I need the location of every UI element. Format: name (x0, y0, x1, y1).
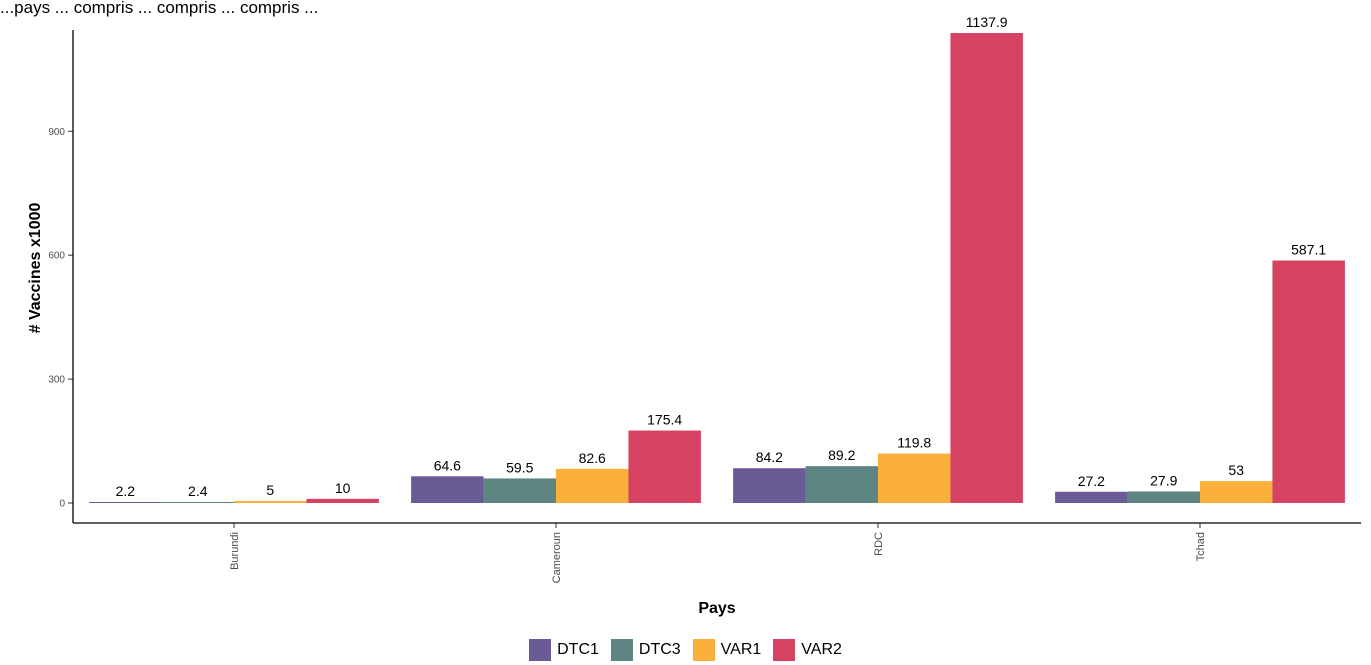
legend-label: VAR1 (720, 641, 762, 658)
data-label: 27.9 (1150, 472, 1177, 488)
x-category-label: RDC (873, 532, 885, 556)
data-label: 10 (335, 480, 351, 496)
y-tick-label: 300 (48, 375, 65, 386)
bar-var1-rdc (878, 453, 951, 503)
legend-label: DTC1 (557, 641, 599, 658)
legend-item-var1: VAR1 (692, 639, 762, 661)
x-category-label: Burundi (229, 532, 241, 570)
data-label: 84.2 (756, 449, 783, 465)
data-label: 89.2 (828, 447, 855, 463)
bar-dtc1-tchad (1055, 491, 1128, 503)
x-axis-categories: Burundi Cameroun RDC Tchad (229, 523, 1207, 583)
y-tick-label: 600 (48, 251, 65, 262)
data-label: 587.1 (1291, 242, 1326, 258)
legend-item-dtc3: DTC3 (610, 639, 681, 661)
bar-var1-burundi (234, 500, 307, 503)
x-category-label: Cameroun (551, 532, 563, 583)
chart-title: ...pays ... compris ... compris ... comp… (0, 0, 318, 17)
legend-item-dtc1: DTC1 (529, 639, 599, 661)
x-category-label: Tchad (1195, 532, 1207, 561)
bar-var2-tchad (1272, 260, 1345, 503)
bar-dtc1-cameroun (411, 476, 484, 503)
bar-dtc1-burundi (89, 502, 162, 503)
legend-label: VAR2 (801, 641, 842, 658)
y-tick-label: 900 (48, 127, 65, 138)
data-label: 5 (266, 482, 274, 498)
bar-var1-cameroun (556, 468, 629, 503)
data-label: 82.6 (579, 450, 606, 466)
x-axis-title: Pays (698, 600, 735, 617)
bar-dtc3-rdc (805, 466, 878, 503)
bar-chart: ...pays ... compris ... compris ... comp… (0, 0, 1361, 617)
data-label: 27.2 (1078, 473, 1105, 489)
bar-var1-tchad (1200, 481, 1273, 503)
y-axis-ticks: 0 300 600 900 (48, 127, 73, 510)
data-label: 59.5 (506, 459, 533, 475)
legend-swatch (529, 639, 552, 661)
bar-dtc3-burundi (161, 502, 234, 503)
data-label: 64.6 (434, 457, 461, 473)
legend-swatch (773, 639, 796, 661)
data-label: 2.4 (188, 483, 208, 499)
data-label: 175.4 (647, 412, 682, 428)
legend-item-var2: VAR2 (773, 639, 842, 661)
bar-dtc3-cameroun (483, 478, 556, 503)
legend-swatch (692, 639, 715, 661)
data-label: 53 (1228, 462, 1244, 478)
bar-dtc3-tchad (1127, 491, 1200, 503)
bar-var2-burundi (306, 498, 379, 503)
bar-var2-cameroun (628, 430, 701, 503)
bar-dtc1-rdc (733, 468, 806, 503)
bar-var2-rdc (950, 33, 1023, 503)
data-label: 1137.9 (966, 14, 1008, 30)
legend-label: DTC3 (638, 641, 681, 658)
y-tick-label: 0 (59, 499, 65, 510)
data-label: 2.2 (116, 483, 136, 499)
data-label: 119.8 (897, 435, 931, 451)
y-axis-title: # Vaccines x1000 (27, 203, 44, 334)
chart-legend: DTC1 DTC3 VAR1 VAR2 (0, 638, 1371, 662)
legend-swatch (610, 639, 633, 661)
bars-group: 2.2 2.4 5 10 64.6 59.5 82.6 175.4 84.2 89.2 119.8 1… (89, 14, 1345, 503)
